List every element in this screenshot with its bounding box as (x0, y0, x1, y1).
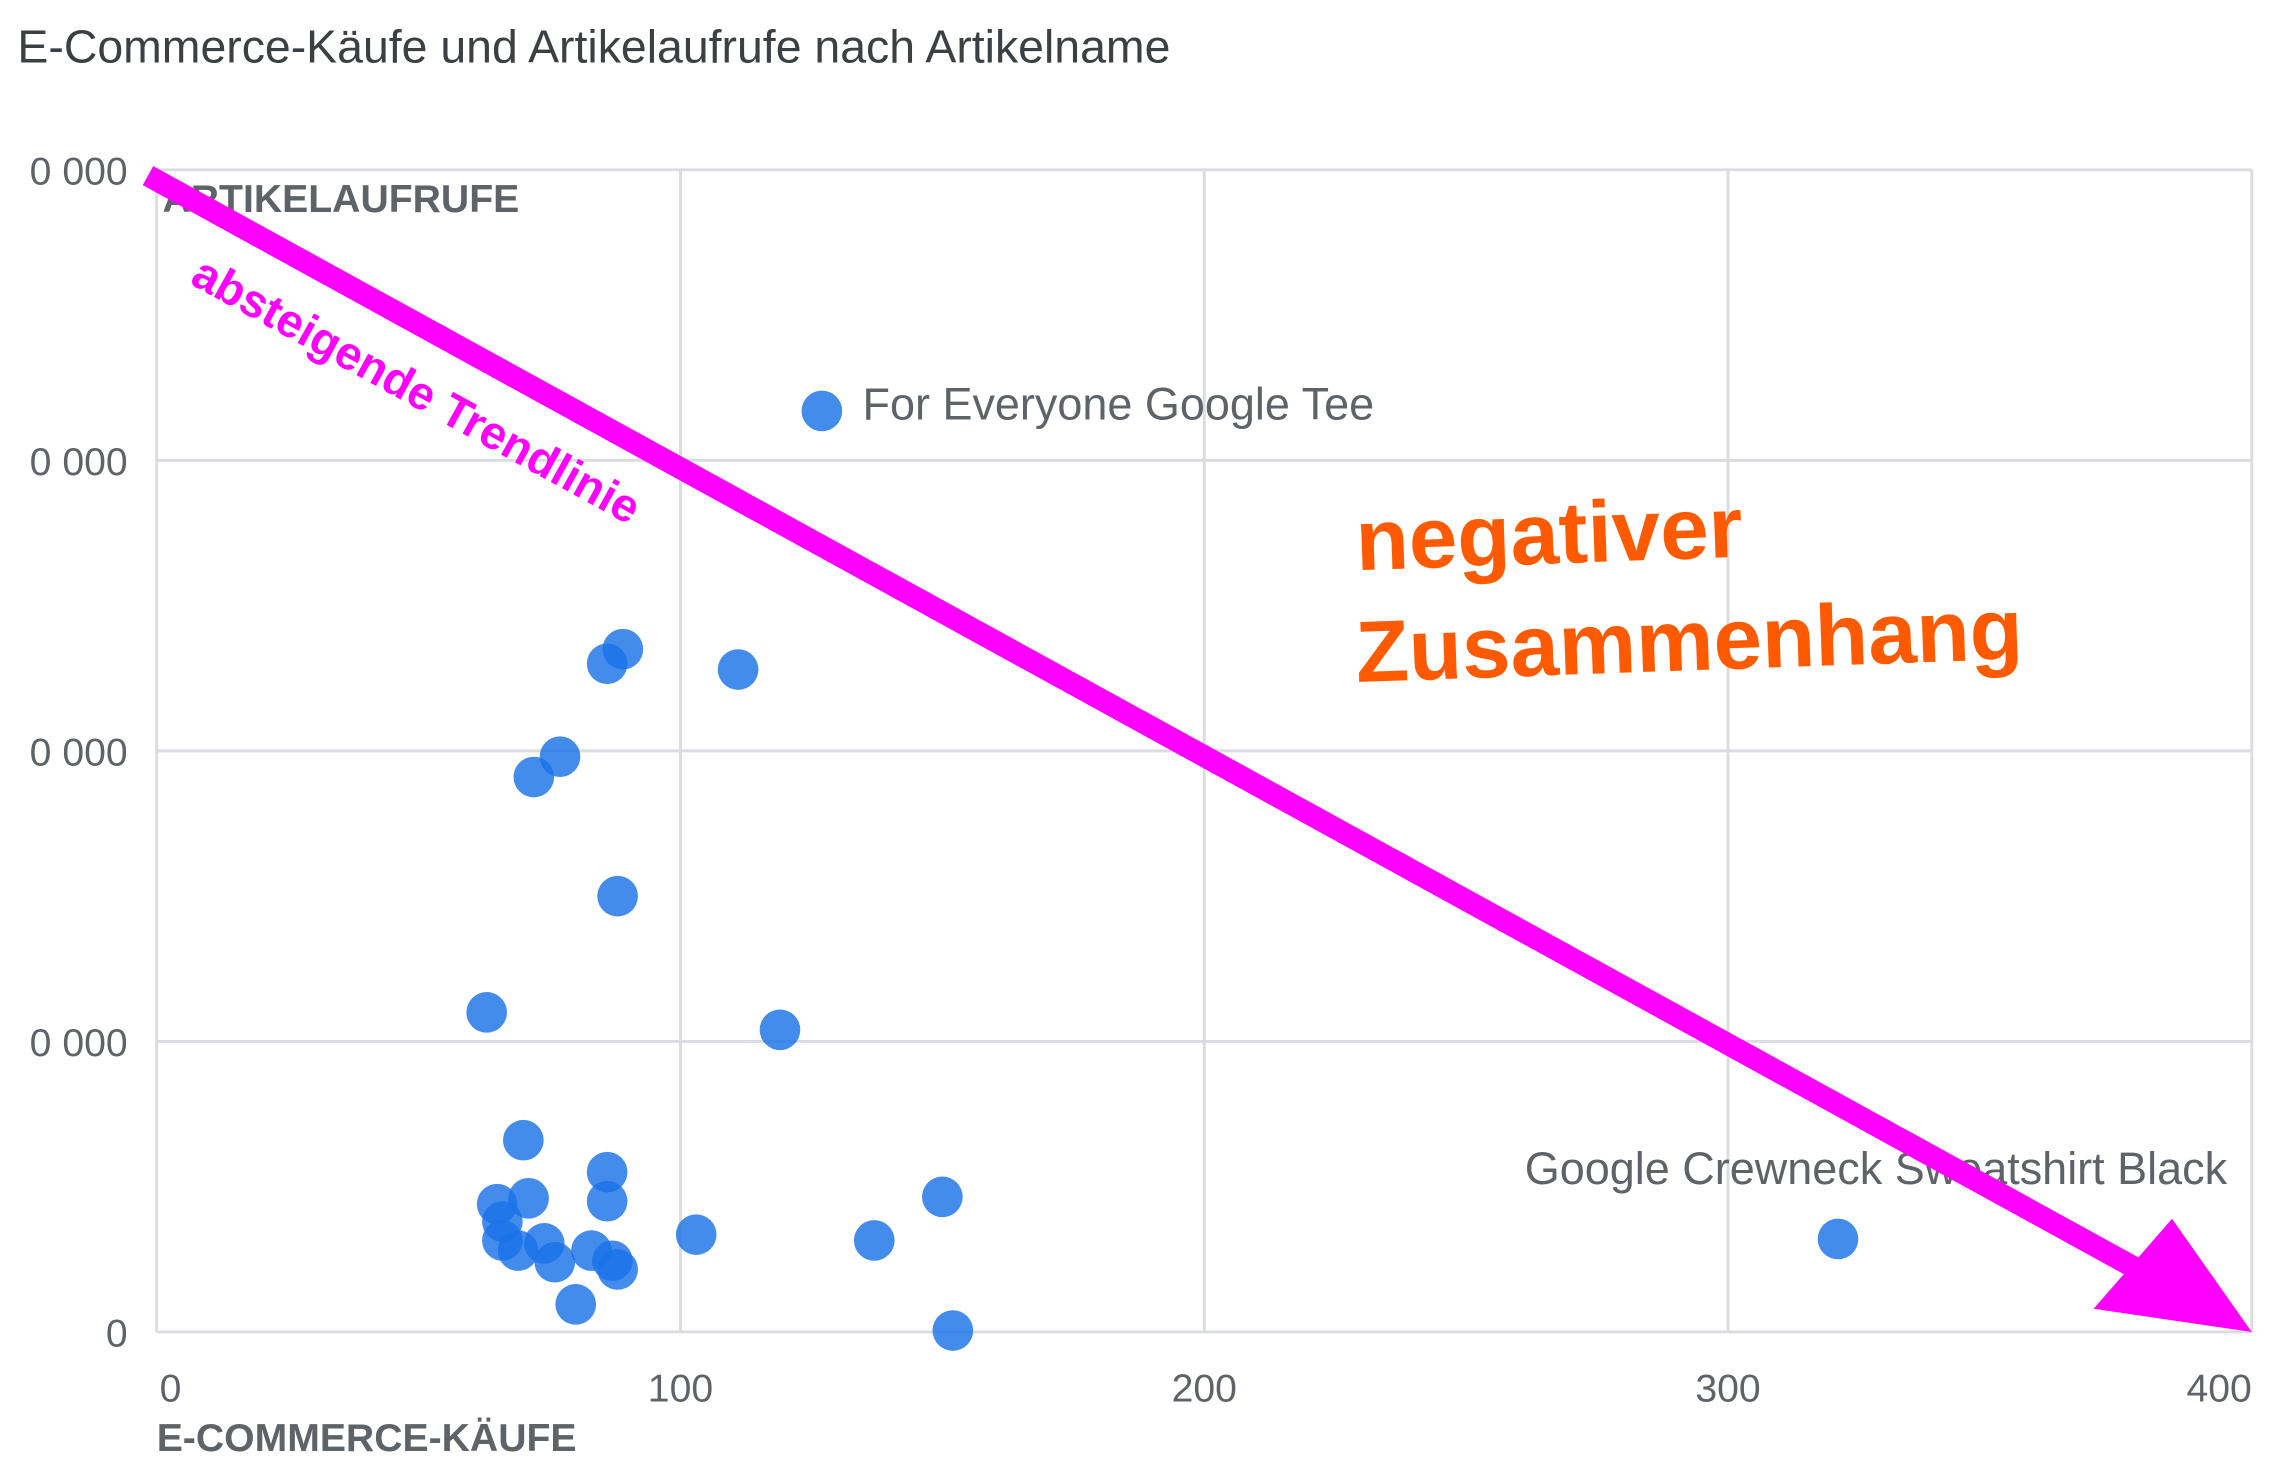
data-point[interactable] (555, 1284, 597, 1325)
relation-label-line2: Zusammenhang (1354, 581, 2024, 701)
x-tick-label: 0 (160, 1368, 182, 1411)
y-tick-label: 0 000 (30, 441, 128, 484)
data-point[interactable] (922, 1176, 963, 1218)
trend-arrow-line (142, 166, 2168, 1293)
grid (155, 168, 2254, 1334)
annotations: absteigende Trendlinie negativer Zusamme… (142, 166, 2252, 1332)
data-point[interactable] (675, 1214, 717, 1255)
data-point[interactable] (853, 1220, 895, 1261)
x-tick-label: 200 (1172, 1368, 1237, 1411)
trend-label: absteigende Trendlinie (184, 246, 650, 534)
data-point[interactable] (717, 649, 759, 690)
data-points: For Everyone Google Tee Google Crewneck S… (466, 379, 2228, 1351)
x-tick-label: 100 (648, 1368, 713, 1411)
y-tick-label: 0 000 (30, 150, 128, 193)
data-point[interactable] (586, 643, 628, 685)
x-tick-label: 400 (2186, 1368, 2251, 1411)
tick-labels: 0 100 200 300 400 0 0 000 0 000 0 000 0 000 (30, 150, 2252, 1410)
data-point[interactable] (801, 390, 843, 432)
x-axis-title: E-COMMERCE-KÄUFE (157, 1417, 577, 1460)
data-point[interactable] (759, 1009, 801, 1051)
data-point[interactable] (497, 1230, 539, 1271)
data-point[interactable] (586, 1180, 628, 1222)
y-tick-label: 0 000 (30, 1022, 128, 1065)
x-tick-label: 300 (1695, 1368, 1760, 1411)
relation-label-line1: negativer (1354, 479, 1744, 589)
data-point[interactable] (508, 1178, 549, 1219)
trend-arrow-head (2093, 1218, 2252, 1332)
data-point[interactable] (534, 1241, 576, 1283)
data-point[interactable] (466, 992, 507, 1033)
point-label: Google Crewneck Sweatshirt Black (1525, 1143, 2228, 1194)
data-point[interactable] (513, 756, 555, 798)
point-label: For Everyone Google Tee (863, 379, 1375, 430)
y-tick-label: 0 000 (30, 731, 128, 774)
y-tick-label: 0 (106, 1312, 128, 1355)
data-point[interactable] (932, 1310, 974, 1351)
data-point[interactable] (586, 1151, 628, 1193)
data-point[interactable] (1817, 1218, 1859, 1260)
chart-title: E-Commerce-Käufe und Artikelaufrufe nach… (17, 20, 1170, 72)
data-point[interactable] (597, 1249, 638, 1290)
data-point[interactable] (597, 875, 638, 917)
data-point[interactable] (503, 1119, 544, 1161)
